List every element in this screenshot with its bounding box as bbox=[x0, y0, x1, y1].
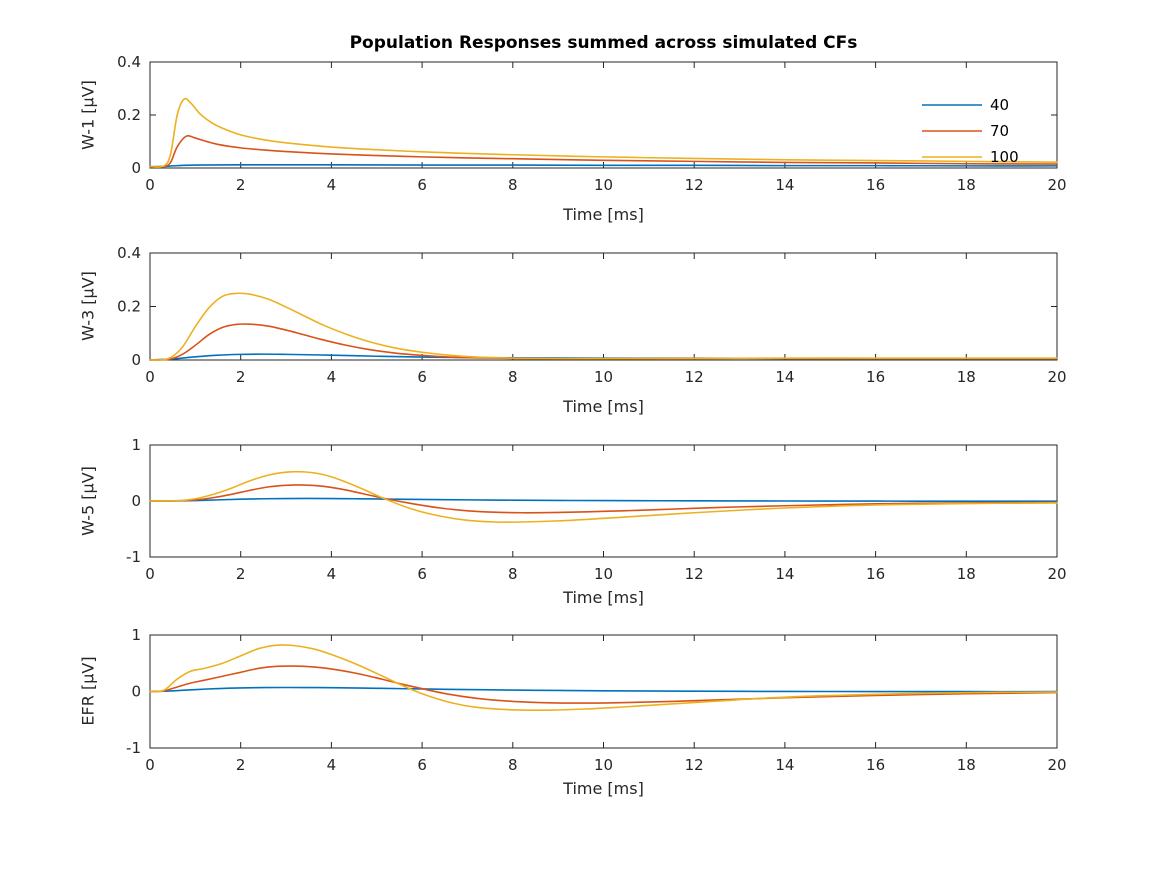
x-tick-label: 12 bbox=[685, 565, 704, 583]
y-tick-label: 0 bbox=[131, 683, 141, 701]
x-axis-label-subplot2: Time [ms] bbox=[563, 397, 644, 416]
x-tick-label: 18 bbox=[957, 176, 976, 194]
x-tick-label: 14 bbox=[775, 368, 794, 386]
x-tick-label: 4 bbox=[327, 176, 337, 194]
y-tick-label: -1 bbox=[126, 739, 141, 757]
x-tick-label: 14 bbox=[775, 756, 794, 774]
x-tick-label: 4 bbox=[327, 368, 337, 386]
x-tick-label: 18 bbox=[957, 368, 976, 386]
x-tick-label: 6 bbox=[417, 565, 427, 583]
x-tick-label: 20 bbox=[1047, 368, 1066, 386]
figure-title: Population Responses summed across simul… bbox=[349, 33, 858, 53]
series-100-line bbox=[149, 292, 1058, 361]
x-tick-label: 20 bbox=[1047, 565, 1066, 583]
x-tick-label: 16 bbox=[866, 756, 885, 774]
x-tick-label: 16 bbox=[866, 176, 885, 194]
x-tick-label: 10 bbox=[594, 176, 613, 194]
x-tick-label: 2 bbox=[236, 176, 246, 194]
x-tick-label: 14 bbox=[775, 176, 794, 194]
x-tick-label: 12 bbox=[685, 176, 704, 194]
y-tick-label: 1 bbox=[131, 436, 141, 454]
x-tick-label: 12 bbox=[685, 368, 704, 386]
x-tick-label: 0 bbox=[145, 756, 155, 774]
y-tick-label: 0.4 bbox=[117, 244, 141, 262]
x-tick-label: 10 bbox=[594, 565, 613, 583]
x-tick-label: 2 bbox=[236, 756, 246, 774]
y-tick-label: 0.2 bbox=[117, 106, 141, 124]
x-tick-label: 16 bbox=[866, 565, 885, 583]
series-70-line bbox=[149, 484, 1058, 514]
x-tick-label: 16 bbox=[866, 368, 885, 386]
x-tick-label: 6 bbox=[417, 176, 427, 194]
x-tick-label: 20 bbox=[1047, 176, 1066, 194]
x-tick-label: 0 bbox=[145, 176, 155, 194]
x-tick-label: 10 bbox=[594, 368, 613, 386]
x-tick-label: 12 bbox=[685, 756, 704, 774]
legend-label-40: 40 bbox=[990, 96, 1009, 114]
x-tick-label: 8 bbox=[508, 176, 518, 194]
series-100-line bbox=[149, 470, 1058, 523]
y-tick-label: 1 bbox=[131, 626, 141, 644]
x-tick-label: 4 bbox=[327, 565, 337, 583]
series-40-line bbox=[149, 686, 1058, 693]
x-tick-label: 8 bbox=[508, 565, 518, 583]
x-tick-label: 0 bbox=[145, 565, 155, 583]
x-tick-label: 6 bbox=[417, 756, 427, 774]
x-axis-label-subplot4: Time [ms] bbox=[563, 779, 644, 798]
series-100-line bbox=[149, 97, 1058, 168]
x-axis-label-subplot3: Time [ms] bbox=[563, 588, 644, 607]
series-70-line bbox=[149, 134, 1058, 168]
y-tick-label: 0 bbox=[131, 351, 141, 369]
x-tick-label: 14 bbox=[775, 565, 794, 583]
y-tick-label: 0.4 bbox=[117, 53, 141, 71]
x-tick-label: 18 bbox=[957, 756, 976, 774]
series-70-line bbox=[149, 665, 1058, 704]
x-tick-label: 18 bbox=[957, 565, 976, 583]
legend-label-70: 70 bbox=[990, 122, 1009, 140]
x-tick-label: 4 bbox=[327, 756, 337, 774]
x-tick-label: 10 bbox=[594, 756, 613, 774]
x-tick-label: 0 bbox=[145, 368, 155, 386]
x-tick-label: 20 bbox=[1047, 756, 1066, 774]
y-tick-label: 0 bbox=[131, 492, 141, 510]
legend-label-100: 100 bbox=[990, 148, 1019, 166]
x-tick-label: 8 bbox=[508, 368, 518, 386]
x-tick-label: 6 bbox=[417, 368, 427, 386]
y-tick-label: -1 bbox=[126, 548, 141, 566]
x-tick-label: 2 bbox=[236, 565, 246, 583]
series-40-line bbox=[149, 497, 1058, 502]
x-axis-label-subplot1: Time [ms] bbox=[563, 205, 644, 224]
x-tick-label: 8 bbox=[508, 756, 518, 774]
series-100-line bbox=[149, 644, 1058, 712]
series-40-line bbox=[149, 163, 1058, 168]
y-tick-label: 0.2 bbox=[117, 298, 141, 316]
y-tick-label: 0 bbox=[131, 159, 141, 177]
x-tick-label: 2 bbox=[236, 368, 246, 386]
